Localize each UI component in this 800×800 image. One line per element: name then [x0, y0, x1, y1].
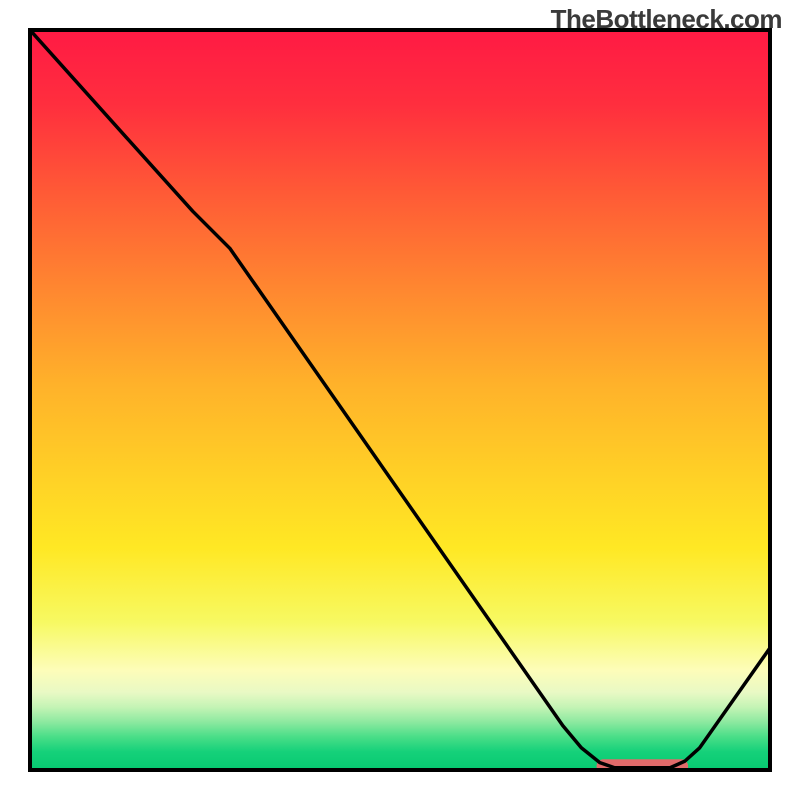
bottleneck-chart: [0, 0, 800, 800]
plot-background: [30, 30, 770, 770]
watermark-text: TheBottleneck.com: [551, 4, 782, 35]
chart-container: { "watermark": "TheBottleneck.com", "cha…: [0, 0, 800, 800]
